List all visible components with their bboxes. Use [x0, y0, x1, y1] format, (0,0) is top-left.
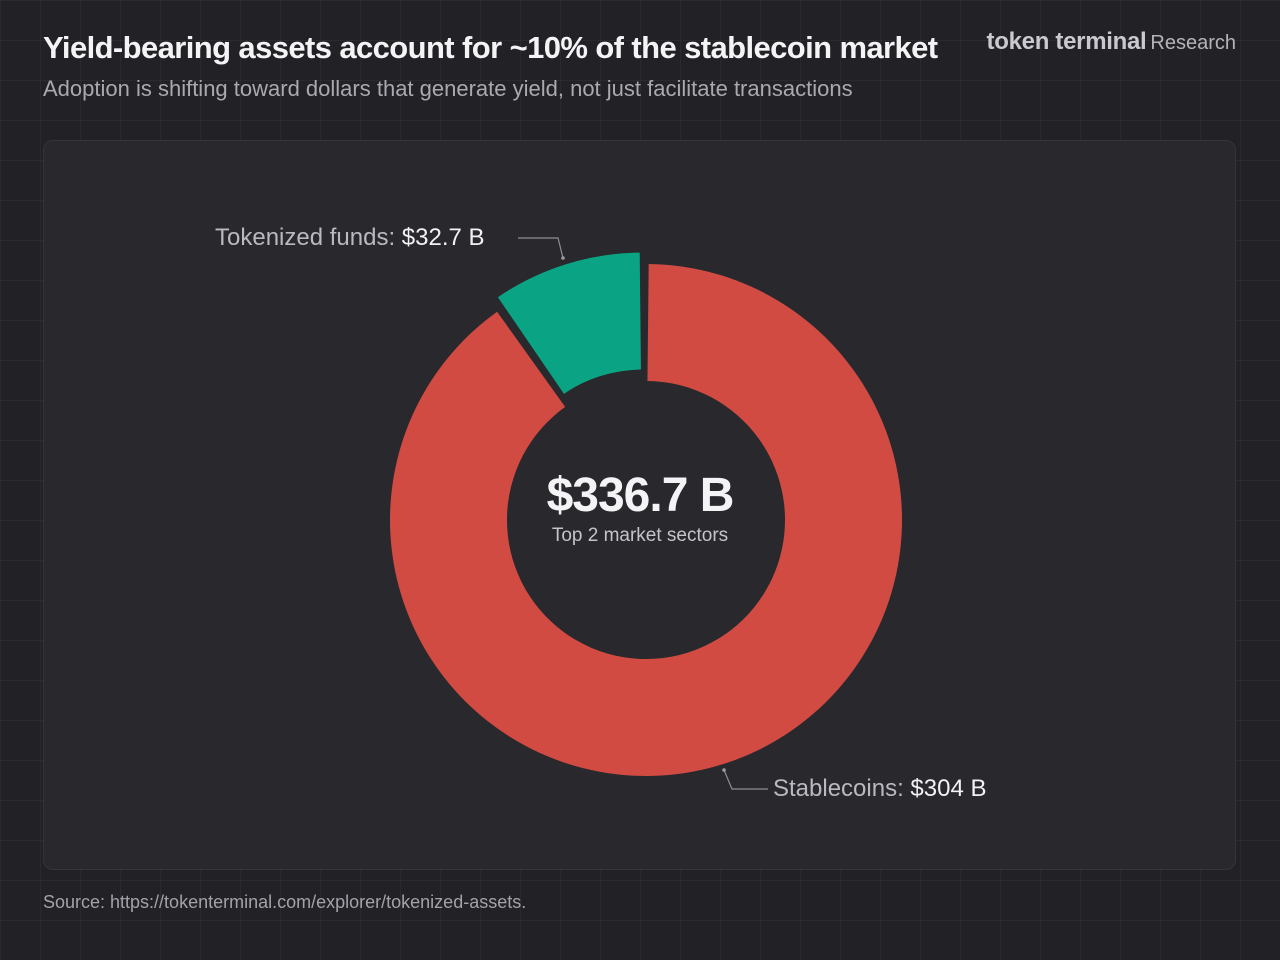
chart-title: Yield-bearing assets account for ~10% of…	[43, 30, 938, 65]
slice-name: Tokenized funds:	[215, 224, 396, 251]
source-note: Source: https://tokenterminal.com/explor…	[43, 892, 527, 912]
brand-logo: token terminal Research	[987, 28, 1236, 56]
slice-value: $304 B	[910, 775, 987, 802]
donut-slice-tokenized-funds	[497, 252, 641, 394]
donut-total-value: $336.7 B	[546, 469, 735, 522]
leader-line-tokenized-funds	[518, 237, 564, 259]
slice-name: Stablecoins:	[773, 775, 904, 802]
brand-name: token terminal	[986, 28, 1147, 55]
chart-subtitle: Adoption is shifting toward dollars that…	[43, 76, 853, 101]
leader-line-tokenized-funds-dot	[561, 256, 565, 260]
leader-line-stablecoins-dot	[722, 768, 726, 772]
donut-slice-stablecoins	[390, 264, 903, 776]
slice-label-stablecoins: Stablecoins: $304 B	[773, 775, 987, 803]
slice-label-tokenized-funds: Tokenized funds: $32.7 B	[215, 224, 485, 252]
brand-suffix: Research	[1150, 32, 1236, 54]
donut-total-caption: Top 2 market sectors	[551, 525, 729, 546]
leader-line-stablecoins	[723, 769, 768, 790]
slice-value: $32.7 B	[401, 224, 485, 251]
